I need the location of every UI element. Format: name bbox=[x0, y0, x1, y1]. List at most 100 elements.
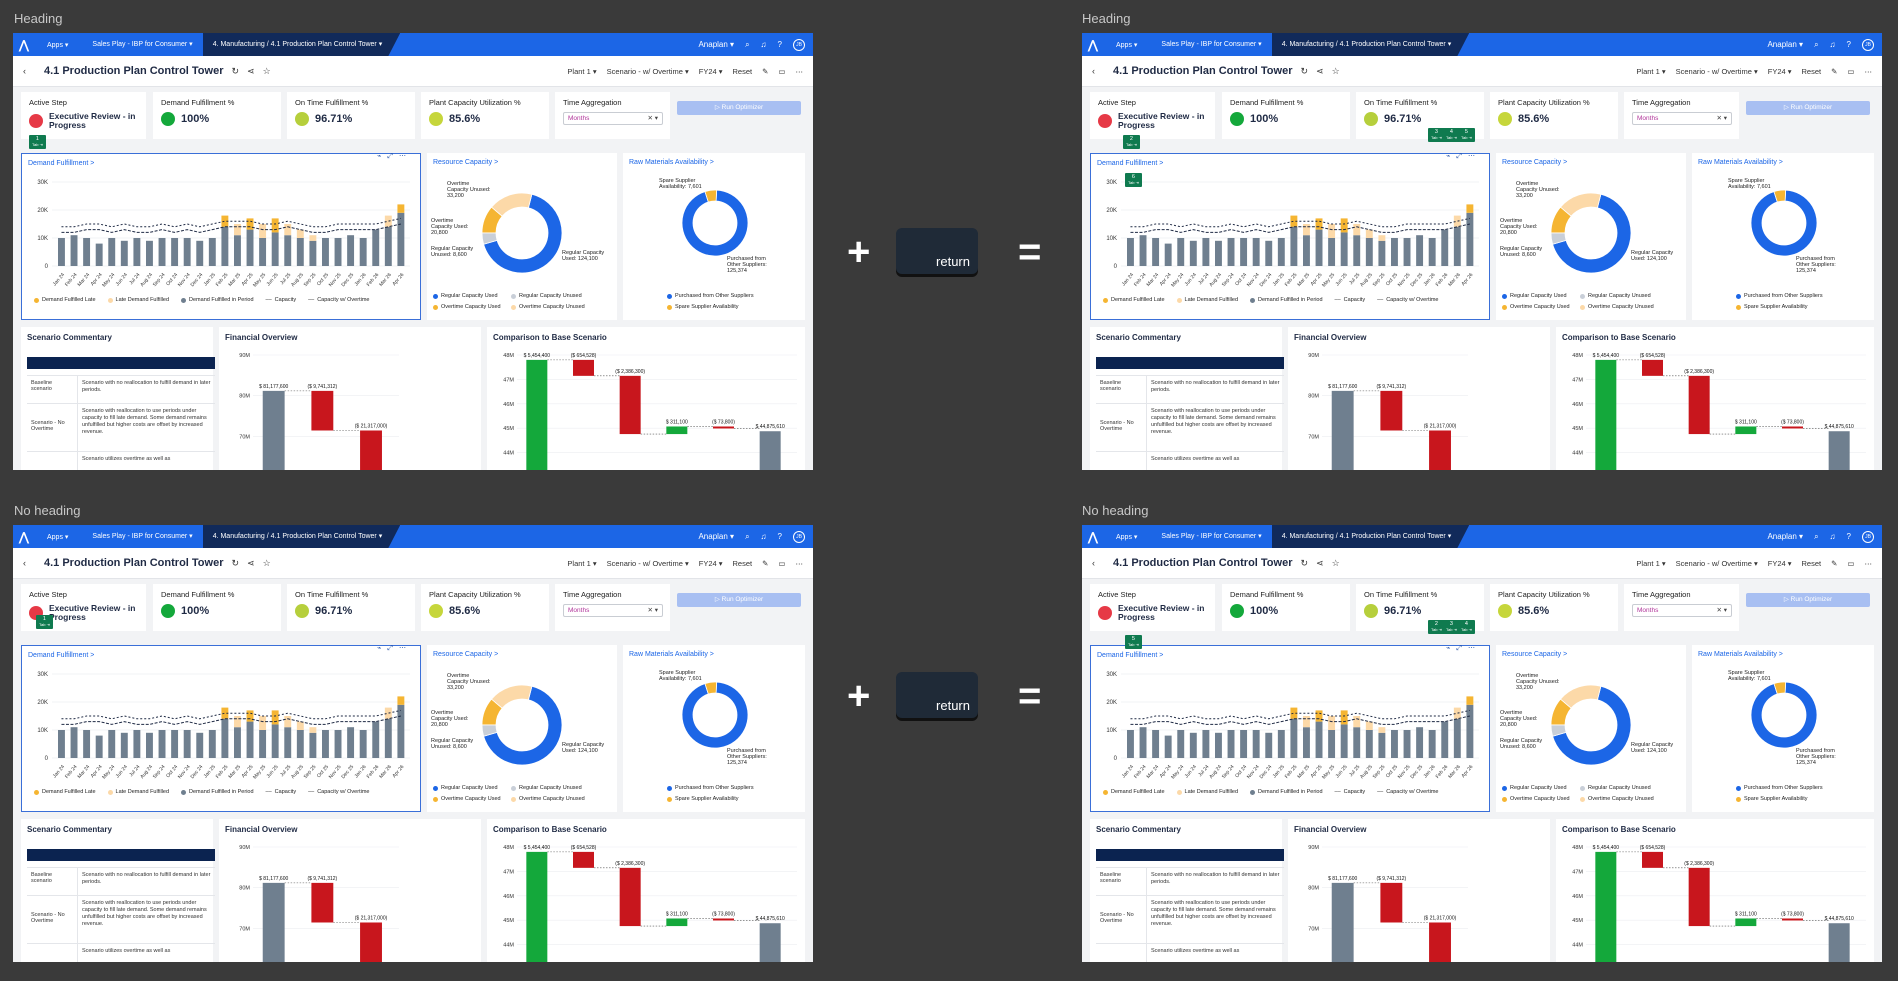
scenario-filter[interactable]: Scenario - w/ Overtime ▾ bbox=[1675, 67, 1758, 76]
avatar[interactable]: JB bbox=[1862, 530, 1874, 543]
tab-production-plan[interactable]: 4. Manufacturing / 4.1 Production Plan C… bbox=[202, 525, 401, 548]
search-icon[interactable]: ⌕ bbox=[1814, 39, 1819, 49]
raw-materials-title[interactable]: Raw Materials Availability > bbox=[629, 651, 714, 658]
pencil-icon[interactable]: ✎ bbox=[1831, 559, 1838, 568]
scenario-filter[interactable]: Scenario - w/ Overtime ▾ bbox=[1675, 559, 1758, 568]
tab-production-plan[interactable]: 4. Manufacturing / 4.1 Production Plan C… bbox=[1271, 33, 1470, 56]
tab-sales-play[interactable]: Sales Play - IBP for Consumer ▾ bbox=[1161, 533, 1262, 540]
reset-button[interactable]: Reset bbox=[732, 67, 753, 76]
back-chevron-icon[interactable]: ‹ bbox=[23, 66, 26, 76]
bell-icon[interactable]: ♫ bbox=[760, 40, 767, 49]
refresh-icon[interactable]: ↻ bbox=[1300, 557, 1309, 568]
tab-sales-play[interactable]: Sales Play - IBP for Consumer ▾ bbox=[92, 533, 193, 540]
resource-capacity-title[interactable]: Resource Capacity > bbox=[1502, 651, 1568, 658]
year-filter[interactable]: FY24 ▾ bbox=[698, 559, 723, 568]
year-filter[interactable]: FY24 ▾ bbox=[698, 67, 723, 76]
demand-fulfillment-title[interactable]: Demand Fulfillment > bbox=[1097, 160, 1164, 167]
tab-production-plan[interactable]: 4. Manufacturing / 4.1 Production Plan C… bbox=[1271, 525, 1470, 548]
plant-filter[interactable]: Plant 1 ▾ bbox=[567, 67, 597, 76]
help-icon[interactable]: ? bbox=[1846, 532, 1851, 541]
more-icon[interactable]: ⋯ bbox=[795, 67, 804, 76]
card-tools[interactable]: ⌁⤢⋯ bbox=[377, 153, 412, 160]
reset-button[interactable]: Reset bbox=[732, 559, 753, 568]
back-chevron-icon[interactable]: ‹ bbox=[23, 558, 26, 568]
avatar[interactable]: JB bbox=[793, 530, 805, 543]
star-icon[interactable]: ☆ bbox=[1331, 557, 1340, 568]
anaplan-logo-icon[interactable]: ⋀ bbox=[1088, 37, 1098, 52]
reset-button[interactable]: Reset bbox=[1801, 67, 1822, 76]
resource-capacity-title[interactable]: Resource Capacity > bbox=[433, 651, 499, 658]
comment-icon[interactable]: ▭ bbox=[1847, 559, 1855, 568]
share-icon[interactable]: ⋖ bbox=[1316, 65, 1324, 76]
tab-sales-play[interactable]: Sales Play - IBP for Consumer ▾ bbox=[1161, 41, 1262, 48]
time-aggregation-select[interactable]: Months bbox=[1632, 604, 1732, 617]
help-icon[interactable]: ? bbox=[1846, 40, 1851, 49]
apps-menu[interactable]: Apps ▾ bbox=[47, 533, 69, 541]
time-aggregation-select[interactable]: Months bbox=[563, 112, 663, 125]
tab-sales-play[interactable]: Sales Play - IBP for Consumer ▾ bbox=[92, 41, 193, 48]
search-icon[interactable]: ⌕ bbox=[745, 531, 750, 541]
card-tools[interactable]: ⌁⤢⋯ bbox=[1446, 153, 1481, 160]
bell-icon[interactable]: ♫ bbox=[760, 532, 767, 541]
card-tools[interactable]: ⌁⤢⋯ bbox=[1446, 645, 1481, 652]
plant-filter[interactable]: Plant 1 ▾ bbox=[567, 559, 597, 568]
demand-fulfillment-card[interactable]: Demand Fulfillment > ⌁⤢⋯ 30K 20K 10K 0 Jan 2… bbox=[1090, 645, 1490, 812]
demand-fulfillment-title[interactable]: Demand Fulfillment > bbox=[28, 160, 95, 167]
share-icon[interactable]: ⋖ bbox=[1316, 557, 1324, 568]
run-optimizer-button[interactable]: ▷ Run Optimizer bbox=[677, 101, 801, 115]
time-aggregation-select[interactable]: Months bbox=[1632, 112, 1732, 125]
more-icon[interactable]: ⋯ bbox=[795, 559, 804, 568]
account-menu[interactable]: Anaplan ▾ bbox=[698, 40, 735, 49]
scenario-filter[interactable]: Scenario - w/ Overtime ▾ bbox=[606, 559, 689, 568]
demand-fulfillment-title[interactable]: Demand Fulfillment > bbox=[28, 652, 95, 659]
avatar[interactable]: JB bbox=[793, 38, 805, 51]
demand-fulfillment-card[interactable]: Demand Fulfillment > ⌁⤢⋯ 30K 20K 10K 0 Jan 2… bbox=[21, 153, 421, 320]
star-icon[interactable]: ☆ bbox=[262, 65, 271, 76]
back-chevron-icon[interactable]: ‹ bbox=[1092, 558, 1095, 568]
pencil-icon[interactable]: ✎ bbox=[762, 559, 769, 568]
star-icon[interactable]: ☆ bbox=[262, 557, 271, 568]
raw-materials-title[interactable]: Raw Materials Availability > bbox=[1698, 651, 1783, 658]
demand-fulfillment-title[interactable]: Demand Fulfillment > bbox=[1097, 652, 1164, 659]
reset-button[interactable]: Reset bbox=[1801, 559, 1822, 568]
resource-capacity-title[interactable]: Resource Capacity > bbox=[433, 159, 499, 166]
anaplan-logo-icon[interactable]: ⋀ bbox=[1088, 529, 1098, 544]
account-menu[interactable]: Anaplan ▾ bbox=[698, 532, 735, 541]
help-icon[interactable]: ? bbox=[777, 532, 782, 541]
more-icon[interactable]: ⋯ bbox=[1864, 559, 1873, 568]
plant-filter[interactable]: Plant 1 ▾ bbox=[1636, 559, 1666, 568]
bell-icon[interactable]: ♫ bbox=[1829, 532, 1836, 541]
more-icon[interactable]: ⋯ bbox=[1864, 67, 1873, 76]
pencil-icon[interactable]: ✎ bbox=[1831, 67, 1838, 76]
run-optimizer-button[interactable]: ▷ Run Optimizer bbox=[677, 593, 801, 607]
search-icon[interactable]: ⌕ bbox=[745, 39, 750, 49]
pencil-icon[interactable]: ✎ bbox=[762, 67, 769, 76]
account-menu[interactable]: Anaplan ▾ bbox=[1767, 532, 1804, 541]
raw-materials-title[interactable]: Raw Materials Availability > bbox=[1698, 159, 1783, 166]
time-aggregation-select[interactable]: Months bbox=[563, 604, 663, 617]
help-icon[interactable]: ? bbox=[777, 40, 782, 49]
demand-fulfillment-card[interactable]: Demand Fulfillment > ⌁⤢⋯ 30K 20K 10K 0 Jan 2… bbox=[1090, 153, 1490, 320]
comment-icon[interactable]: ▭ bbox=[778, 67, 786, 76]
anaplan-logo-icon[interactable]: ⋀ bbox=[19, 529, 29, 544]
account-menu[interactable]: Anaplan ▾ bbox=[1767, 40, 1804, 49]
bell-icon[interactable]: ♫ bbox=[1829, 40, 1836, 49]
plant-filter[interactable]: Plant 1 ▾ bbox=[1636, 67, 1666, 76]
share-icon[interactable]: ⋖ bbox=[247, 65, 255, 76]
raw-materials-title[interactable]: Raw Materials Availability > bbox=[629, 159, 714, 166]
refresh-icon[interactable]: ↻ bbox=[231, 65, 240, 76]
year-filter[interactable]: FY24 ▾ bbox=[1767, 559, 1792, 568]
search-icon[interactable]: ⌕ bbox=[1814, 531, 1819, 541]
comment-icon[interactable]: ▭ bbox=[1847, 67, 1855, 76]
scenario-filter[interactable]: Scenario - w/ Overtime ▾ bbox=[606, 67, 689, 76]
run-optimizer-button[interactable]: ▷ Run Optimizer bbox=[1746, 101, 1870, 115]
tab-production-plan[interactable]: 4. Manufacturing / 4.1 Production Plan C… bbox=[202, 33, 401, 56]
resource-capacity-title[interactable]: Resource Capacity > bbox=[1502, 159, 1568, 166]
avatar[interactable]: JB bbox=[1862, 38, 1874, 51]
comment-icon[interactable]: ▭ bbox=[778, 559, 786, 568]
anaplan-logo-icon[interactable]: ⋀ bbox=[19, 37, 29, 52]
card-tools[interactable]: ⌁⤢⋯ bbox=[377, 645, 412, 652]
refresh-icon[interactable]: ↻ bbox=[1300, 65, 1309, 76]
refresh-icon[interactable]: ↻ bbox=[231, 557, 240, 568]
apps-menu[interactable]: Apps ▾ bbox=[1116, 41, 1138, 49]
